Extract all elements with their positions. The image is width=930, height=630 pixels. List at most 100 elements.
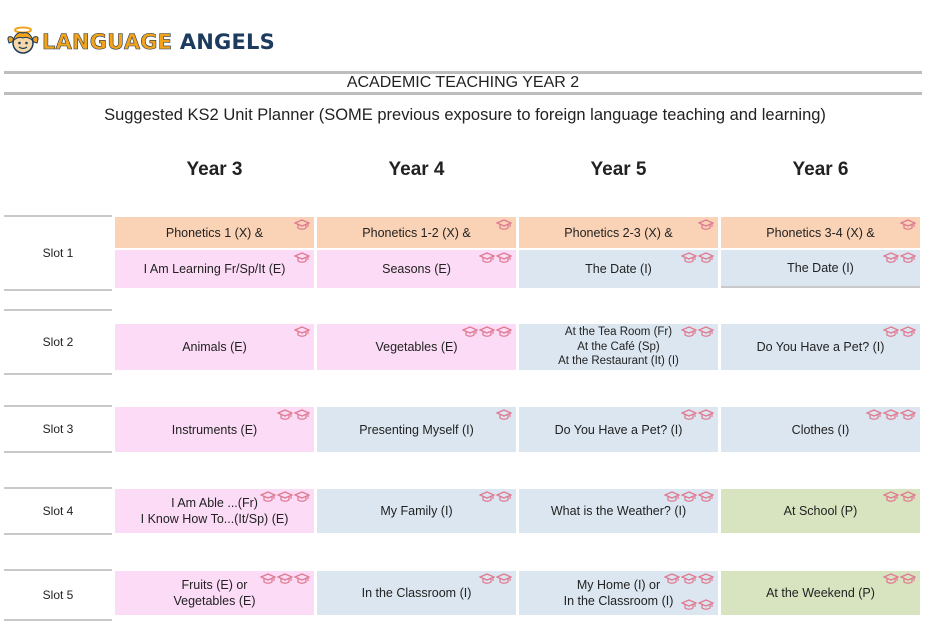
graduation-cap-icon <box>294 573 310 584</box>
difficulty-caps <box>866 409 916 421</box>
unit-title: Animals (E) <box>182 340 247 354</box>
phonetics-title: Phonetics 3-4 (X) & <box>766 225 875 240</box>
graduation-cap-icon <box>664 491 680 502</box>
difficulty-caps <box>883 491 916 503</box>
graduation-cap-icon <box>900 219 916 230</box>
unit-cell: At School (P) <box>721 489 920 533</box>
unit-cell: At the Tea Room (Fr) At the Café (Sp) At t… <box>519 324 718 370</box>
unit-title: Presenting Myself (I) <box>359 422 474 437</box>
phonetics-cell: Phonetics 1-2 (X) & <box>317 217 516 248</box>
graduation-cap-icon <box>277 409 293 420</box>
graduation-cap-icon <box>277 573 293 584</box>
unit-title: Fruits (E) or <box>181 578 248 592</box>
difficulty-caps <box>479 252 512 264</box>
brand-word-language: LANGUAGE <box>42 30 173 55</box>
unit-title: Instruments (E) <box>171 422 258 437</box>
graduation-cap-icon <box>294 491 310 502</box>
phonetics-cell: Phonetics 1 (X) & <box>115 217 314 248</box>
graduation-cap-icon <box>496 491 512 502</box>
slot-label: Slot 3 <box>4 405 112 453</box>
graduation-cap-icon <box>883 573 899 584</box>
difficulty-caps <box>294 326 310 338</box>
graduation-cap-icon <box>900 491 916 502</box>
difficulty-caps <box>664 573 714 585</box>
graduation-cap-icon <box>479 573 495 584</box>
graduation-cap-icon <box>664 573 680 584</box>
graduation-cap-icon <box>479 326 495 337</box>
graduation-cap-icon <box>698 219 714 230</box>
graduation-cap-icon <box>294 252 310 263</box>
graduation-cap-icon <box>698 326 714 337</box>
graduation-cap-icon <box>496 252 512 263</box>
graduation-cap-icon <box>496 326 512 337</box>
unit-title: Do You Have a Pet? (I) <box>554 422 683 437</box>
unit-cell: Presenting Myself (I) <box>317 407 516 452</box>
difficulty-caps <box>681 599 714 611</box>
year-heading: Year 4 <box>388 159 445 180</box>
graduation-cap-icon <box>681 252 697 263</box>
graduation-cap-icon <box>260 491 276 502</box>
unit-title: I Am Learning Fr/Sp/It (E) <box>143 262 286 276</box>
graduation-cap-icon <box>496 219 512 230</box>
graduation-cap-icon <box>883 491 899 502</box>
graduation-cap-icon <box>698 491 714 502</box>
unit-title: At School (P) <box>783 504 858 518</box>
graduation-cap-icon <box>698 409 714 420</box>
unit-cell: Do You Have a Pet? (I) <box>519 407 718 452</box>
difficulty-caps <box>681 326 714 338</box>
angel-mascot-icon <box>7 26 39 54</box>
graduation-cap-icon <box>294 219 310 230</box>
graduation-cap-icon <box>698 252 714 263</box>
unit-cell: Vegetables (E) <box>317 324 516 370</box>
planner-subtitle: Suggested KS2 Unit Planner (SOME previou… <box>104 106 826 124</box>
unit-title: At the Tea Room (Fr) <box>564 326 673 339</box>
unit-cell: Do You Have a Pet? (I) <box>721 324 920 370</box>
difficulty-caps <box>479 491 512 503</box>
graduation-cap-icon <box>681 491 697 502</box>
language-angels-logo: LANGUAGE ANGELS <box>6 24 275 60</box>
graduation-cap-icon <box>883 409 899 420</box>
unit-cell: Fruits (E) or Vegetables (E) <box>115 571 314 615</box>
difficulty-caps <box>496 409 512 421</box>
difficulty-caps <box>479 573 512 585</box>
graduation-cap-icon <box>496 573 512 584</box>
unit-title: The Date (I) <box>787 261 854 275</box>
graduation-cap-icon <box>479 491 495 502</box>
unit-cell: Clothes (I) <box>721 407 920 452</box>
unit-title: Vegetables (E) <box>375 340 458 354</box>
difficulty-caps <box>496 219 512 231</box>
year-heading: Year 3 <box>186 159 243 180</box>
graduation-cap-icon <box>479 252 495 263</box>
graduation-cap-icon <box>698 599 714 610</box>
slot-label: Slot 5 <box>4 569 112 621</box>
slot-label: Slot 4 <box>4 487 112 535</box>
difficulty-caps <box>900 219 916 231</box>
unit-title: What is the Weather? (I) <box>550 504 687 518</box>
unit-title: Clothes (I) <box>791 422 850 437</box>
difficulty-caps <box>681 252 714 264</box>
unit-cell: What is the Weather? (I) <box>519 489 718 533</box>
graduation-cap-icon <box>883 252 899 263</box>
year-heading: Year 5 <box>590 159 647 180</box>
graduation-cap-icon <box>681 573 697 584</box>
difficulty-caps <box>698 219 714 231</box>
year-heading: Year 6 <box>792 159 849 180</box>
phonetics-cell: Phonetics 3-4 (X) & <box>721 217 920 248</box>
unit-cell: In the Classroom (I) <box>317 571 516 615</box>
graduation-cap-icon <box>883 326 899 337</box>
difficulty-caps <box>294 252 310 264</box>
difficulty-caps <box>883 252 916 264</box>
unit-title: In the Classroom (I) <box>361 586 472 600</box>
unit-title: At the Restaurant (It) (I) <box>558 355 679 368</box>
slot-label: Slot 1 <box>4 215 112 291</box>
graduation-cap-icon <box>681 599 697 610</box>
graduation-cap-icon <box>294 326 310 337</box>
unit-cell: At the Weekend (P) <box>721 571 920 615</box>
phonetics-cell: Phonetics 2-3 (X) & <box>519 217 718 248</box>
unit-cell: The Date (I) <box>519 250 718 288</box>
difficulty-caps <box>260 573 310 585</box>
difficulty-caps <box>883 573 916 585</box>
page-title: ACADEMIC TEACHING YEAR 2 <box>4 71 922 95</box>
unit-title: At the Café (Sp) <box>577 340 660 353</box>
brand-word-angels: ANGELS <box>179 30 275 54</box>
